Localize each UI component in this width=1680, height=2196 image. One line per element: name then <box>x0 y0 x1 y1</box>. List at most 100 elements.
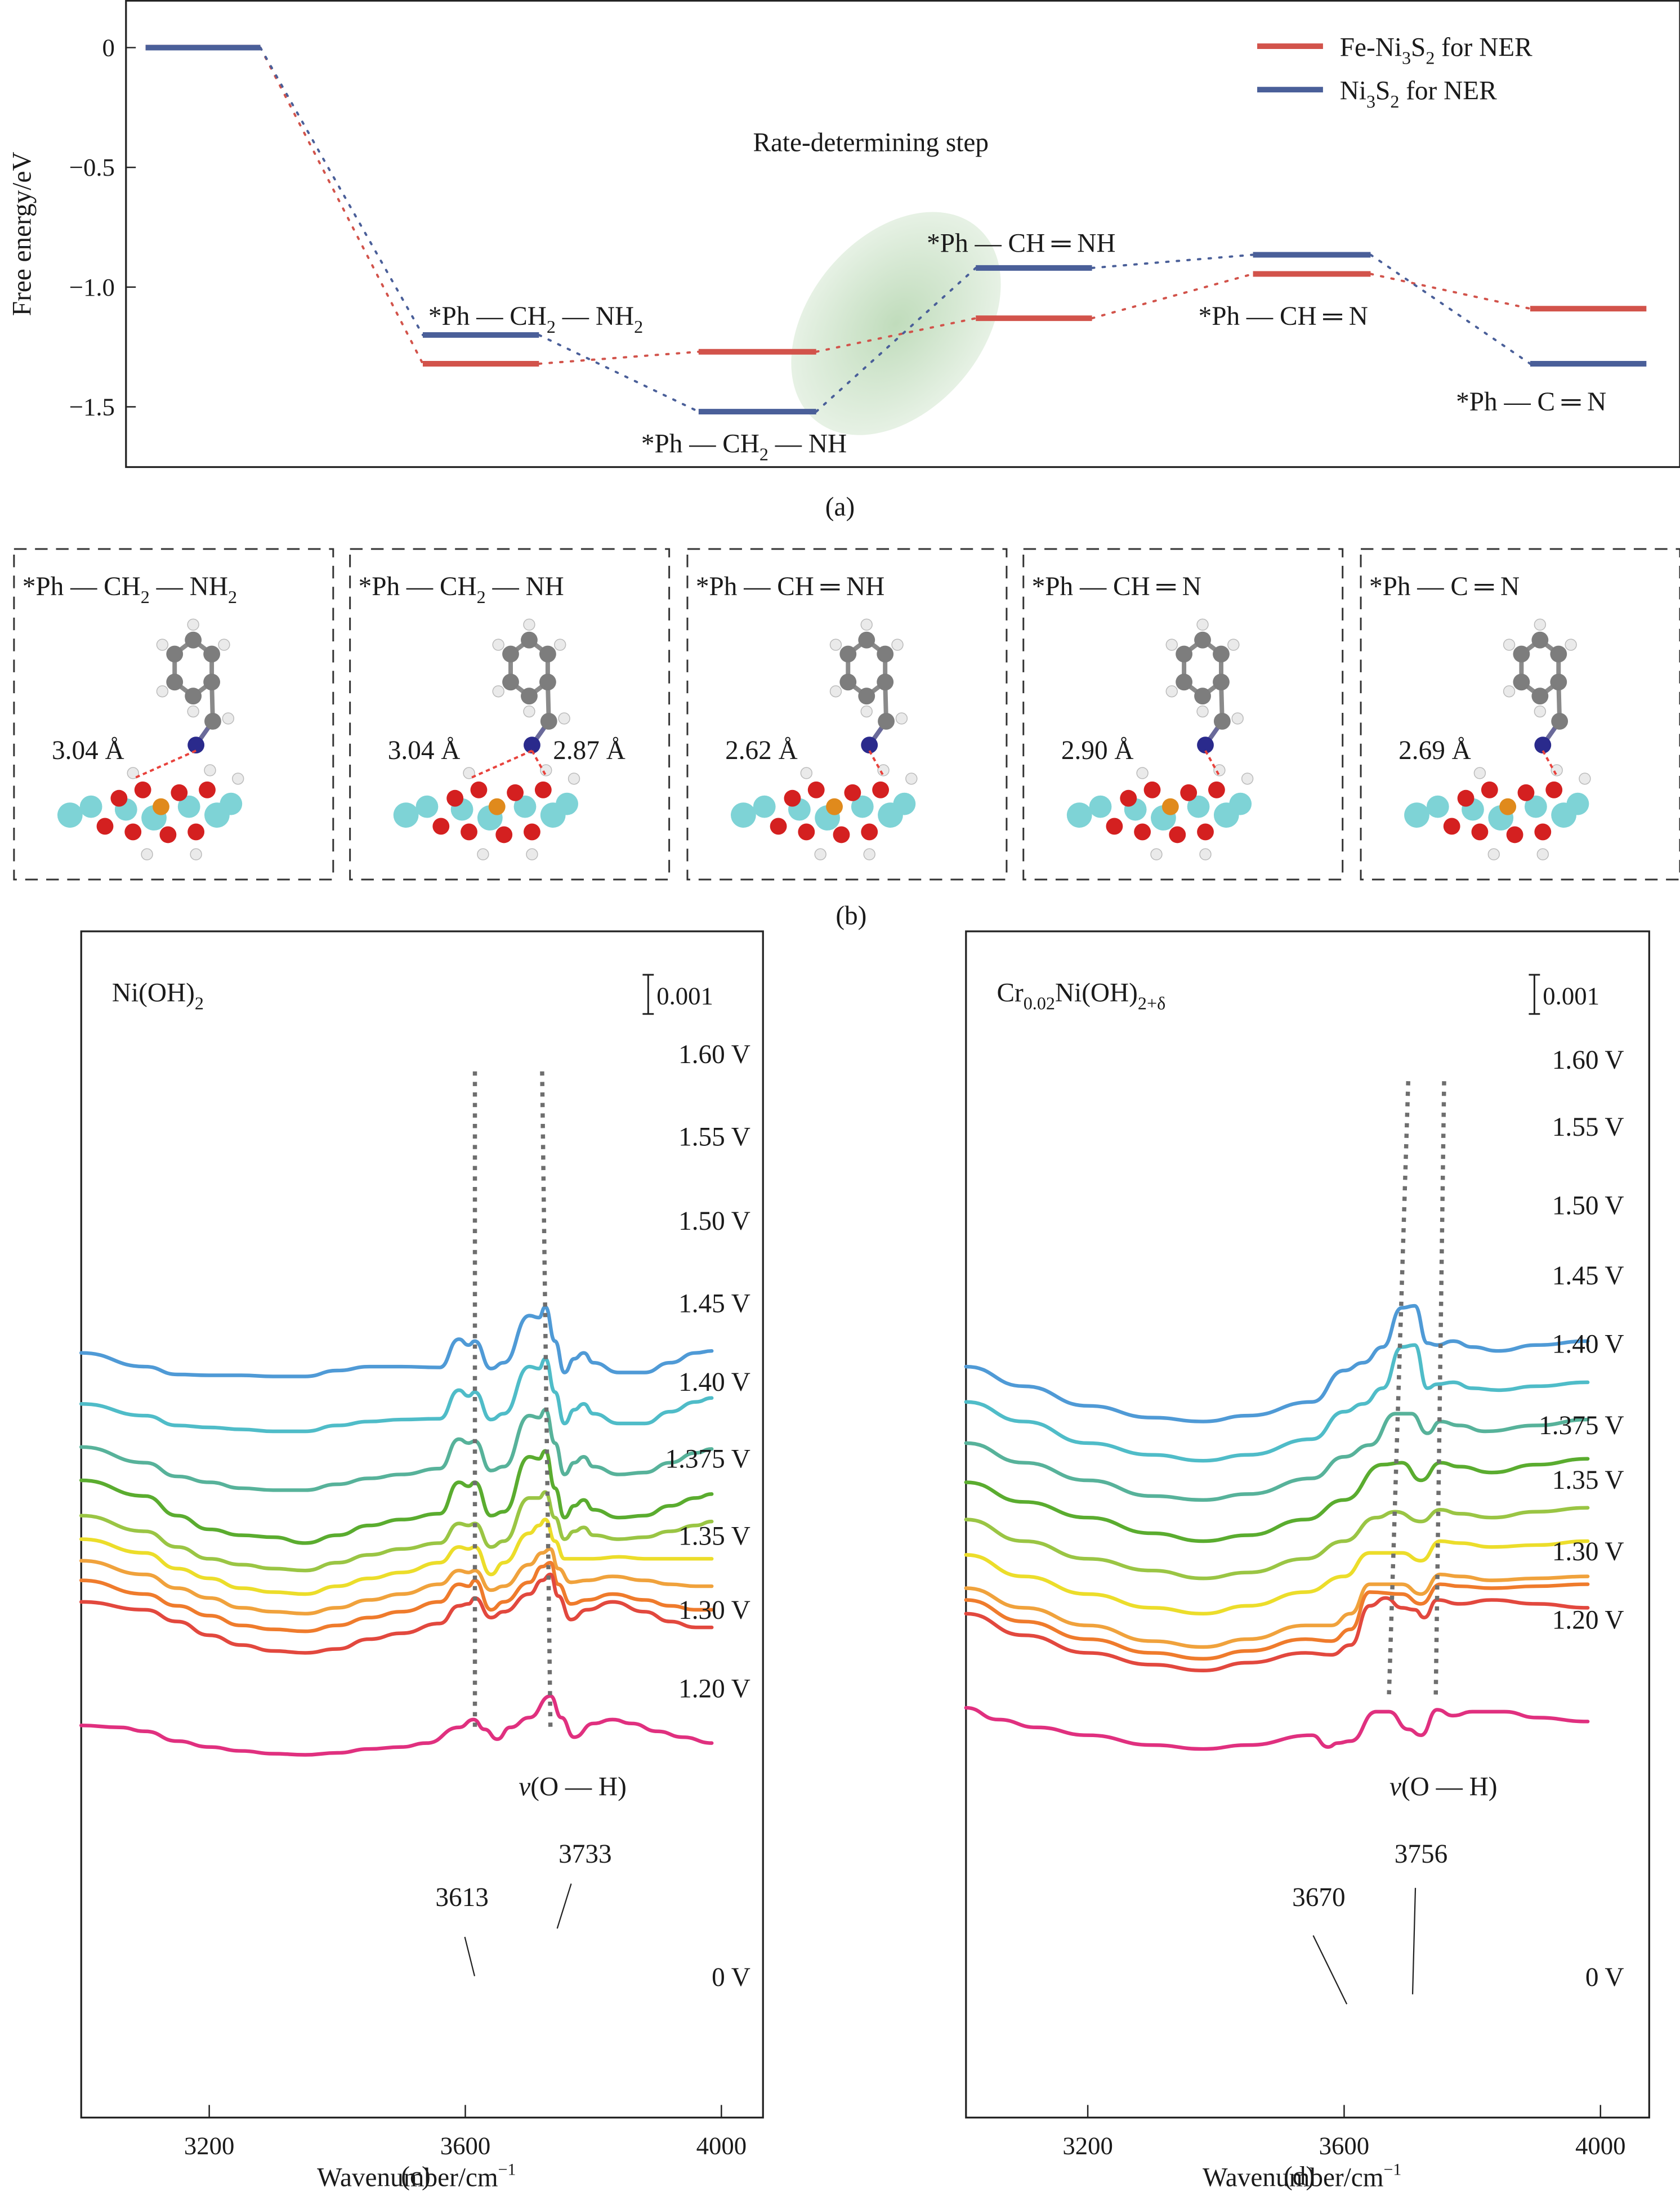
hydrogen-atom <box>860 618 873 631</box>
hydrogen-atom <box>204 764 216 776</box>
carbon-atom <box>878 713 895 730</box>
peak-annotation-leader <box>556 1883 572 1929</box>
spectrum-1-40-V <box>79 1490 714 1573</box>
hydrogen-bond <box>531 750 547 776</box>
hydrogen-bond <box>1542 750 1558 776</box>
panel-label-c: (c) <box>401 2162 430 2191</box>
step-labels: *Ph — CH2 — NH2 *Ph — CH2 — NH *Ph — CH ═ … <box>428 229 1606 465</box>
oxygen-atom <box>171 784 188 801</box>
voltage-label: 1.35 V <box>1552 1466 1624 1495</box>
nitrogen-atom <box>187 737 205 754</box>
nickel-atom <box>220 792 243 815</box>
hydrogen-atom <box>187 618 199 631</box>
hydrogen-atom <box>1199 848 1212 860</box>
carbon-atom <box>1550 673 1567 691</box>
oxygen-atom <box>461 823 477 841</box>
panel-a-plot-frame <box>125 0 1680 468</box>
carbon-atom <box>1531 631 1549 649</box>
step-label-5: *Ph — C ═ N <box>1456 387 1606 417</box>
peak-guide-line <box>540 1071 553 1730</box>
hydrogen-atom <box>526 848 538 860</box>
oxygen-atom <box>124 823 142 841</box>
voltage-label: 1.50 V <box>1552 1191 1624 1220</box>
carbon-atom <box>540 713 557 730</box>
y-tick-label: −1.5 <box>69 392 115 421</box>
oxygen-atom <box>798 823 815 841</box>
y-tick-label: −0.5 <box>69 153 115 181</box>
connector-ni-1 <box>538 333 700 413</box>
oxygen-atom <box>159 826 177 843</box>
carbon-atom <box>203 673 221 691</box>
voltage-label: 0 V <box>712 1963 750 1992</box>
spectrum-1-55-V <box>79 1356 714 1434</box>
hydrogen-bond <box>132 749 196 780</box>
panel-d-cr-ni-oh2-spectra: 3200 3600 4000 Wavenumber/cm−1 Cr0.02Ni(OH)2… <box>964 930 1650 2193</box>
legend: Fe-Ni3S2 for NER Ni3S2 for NER <box>1257 33 1532 111</box>
oxygen-atom <box>1457 789 1475 807</box>
panel-label-a: (a) <box>825 492 855 521</box>
hydrogen-atom <box>218 639 230 651</box>
hydrogen-atom <box>477 848 489 860</box>
spectrum-1-50-V <box>79 1408 714 1492</box>
scale-bar-label: 0.001 <box>656 981 713 1010</box>
plot-frame <box>965 930 1650 2119</box>
carbon-atom <box>539 673 556 691</box>
oxygen-atom <box>524 823 540 841</box>
nitrogen-atom <box>861 737 878 754</box>
nickel-atom <box>177 795 200 818</box>
hydrogen-atom <box>1150 848 1163 860</box>
carbon-atom <box>185 631 202 649</box>
x-tick-label: 3200 <box>1062 2131 1112 2159</box>
x-tick-label: 4000 <box>696 2131 747 2159</box>
panel-c-ni-oh2-spectra: 3200 3600 4000 Wavenumber/cm−1 Ni(OH)2 0.001 1… <box>79 930 764 2193</box>
nickel-atom <box>79 795 102 818</box>
hydrogen-atom <box>1213 764 1226 776</box>
distance-label: 3.04 Å <box>388 736 461 765</box>
hydrogen-atom <box>829 685 842 698</box>
hydrogen-atom <box>540 764 552 776</box>
y-tick-label: −1.0 <box>69 273 115 301</box>
carbon-atom <box>539 645 556 663</box>
plot-frame <box>80 930 764 2119</box>
carbon-atom <box>839 673 857 691</box>
nickel-atom <box>851 795 874 818</box>
oxygen-atom <box>872 781 890 798</box>
hydrogen-atom <box>863 848 875 860</box>
oxygen-atom <box>199 781 216 798</box>
voltage-label: 1.30 V <box>678 1596 750 1625</box>
oxygen-atom <box>1208 781 1225 798</box>
nickel-atom <box>753 795 776 818</box>
oxygen-atom <box>1143 781 1161 798</box>
nitrogen-atom <box>1534 737 1552 754</box>
iron-atom <box>1499 798 1517 815</box>
structure-title: *Ph — CH2 — NH2 <box>23 572 237 607</box>
structure-title: *Ph — CH2 — NH <box>359 572 564 607</box>
hydrogen-atom <box>141 848 153 860</box>
iron-atom <box>488 798 506 815</box>
oxygen-atom <box>1134 823 1151 841</box>
hydrogen-atom <box>1473 767 1486 779</box>
voltage-label: 1.375 V <box>665 1445 750 1474</box>
carbon-atom <box>204 713 221 730</box>
iron-atom <box>826 798 843 815</box>
nickel-atom <box>1404 802 1429 828</box>
hydrogen-atom <box>1534 705 1547 718</box>
nickel-atom <box>1229 792 1252 815</box>
oxygen-atom <box>495 826 513 843</box>
step-label-2: *Ph — CH2 — NH <box>641 429 847 464</box>
step-label-1: *Ph — CH2 — NH2 <box>428 302 643 337</box>
x-tick-label: 4000 <box>1575 2131 1625 2159</box>
carbon-atom <box>1513 645 1530 663</box>
hydrogen-bond <box>868 750 884 776</box>
distance-label: 3.04 Å <box>52 736 124 765</box>
nickel-atom <box>1066 802 1092 828</box>
hydrogen-atom <box>1196 618 1209 631</box>
hydrogen-atom <box>905 773 918 785</box>
oxygen-atom <box>1120 789 1137 807</box>
oxygen-atom <box>861 823 878 841</box>
voltage-label: 1.20 V <box>1552 1606 1624 1635</box>
hydrogen-atom <box>1503 639 1516 651</box>
carbon-atom <box>185 688 202 705</box>
hydrogen-atom <box>829 639 842 651</box>
